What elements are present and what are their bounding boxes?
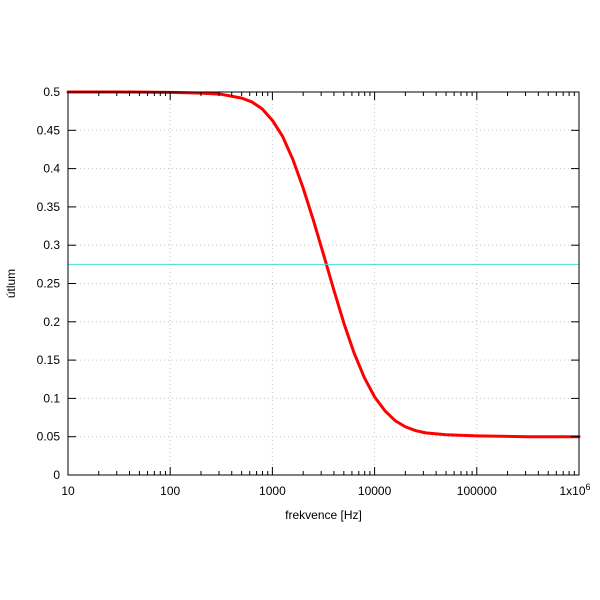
y-tick-label: 0.5 <box>43 85 60 99</box>
y-tick-label: 0.15 <box>37 353 61 367</box>
y-tick-label: 0.4 <box>43 162 60 176</box>
y-tick-label: 0.3 <box>43 238 60 252</box>
y-tick-label: 0.35 <box>37 200 61 214</box>
x-tick-label: 1000 <box>259 484 286 498</box>
x-tick-label: 10000 <box>358 484 392 498</box>
tick-labels: 10 100 1000 10000 100000 1x106 0 0.05 0.1 0.15 0.2… <box>37 85 591 498</box>
y-tick-label: 0.1 <box>43 391 60 405</box>
y-tick-label: 0.05 <box>37 430 61 444</box>
x-axis-label: frekvence [Hz] <box>285 508 362 522</box>
x-tick-label: 10 <box>61 484 75 498</box>
y-tick-label: 0.25 <box>37 277 61 291</box>
x-tick-label: 1x106 <box>559 482 590 498</box>
series-line-red <box>66 90 581 439</box>
y-tick-label: 0.45 <box>37 123 61 137</box>
y-tick-label: 0 <box>53 468 60 482</box>
x-tick-label: 100000 <box>457 484 497 498</box>
series-layer <box>66 90 581 439</box>
y-tick-label: 0.2 <box>43 315 60 329</box>
ticks <box>67 91 580 476</box>
y-axis-label: útlum <box>4 269 18 298</box>
x-tick-label: 100 <box>160 484 180 498</box>
